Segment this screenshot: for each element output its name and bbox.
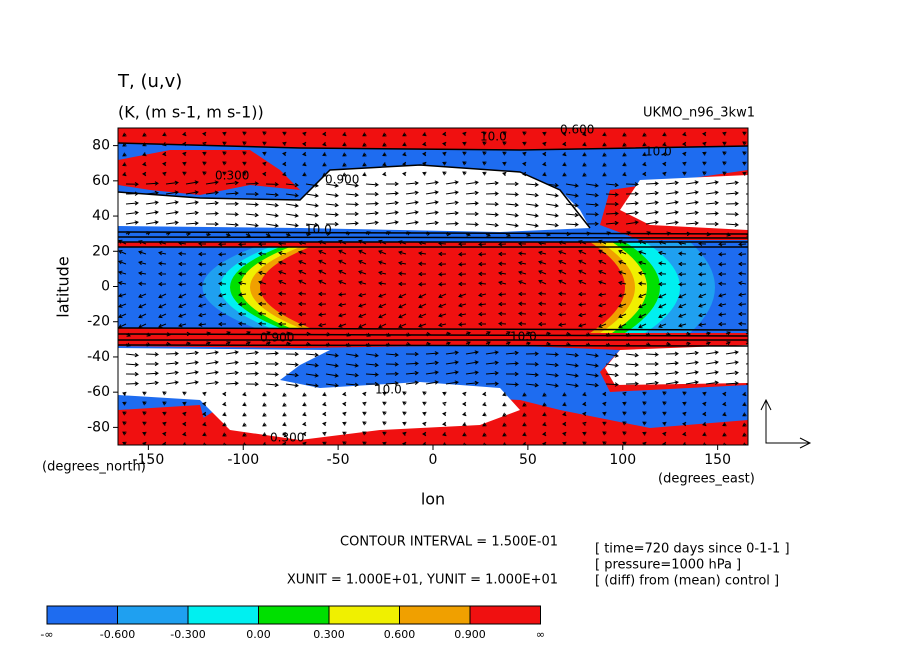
chart-subtitle: (K, (m s-1, m s-1))	[118, 103, 264, 122]
field-south-white	[118, 348, 520, 440]
field-south-red	[118, 405, 210, 445]
colorbar-label: 0.00	[246, 628, 271, 641]
colorbar-label: 0.900	[454, 628, 486, 641]
info: [ time=720 days since 0-1-1 ]	[595, 542, 790, 557]
contour-label: 0.300	[270, 431, 304, 445]
contour-field	[118, 128, 748, 445]
y-tick-label: -20	[87, 314, 110, 330]
x-axis-label: lon	[421, 490, 445, 509]
contour-label: 10.0	[645, 145, 672, 159]
y-tick-label: 80	[92, 138, 110, 154]
field-east-blue	[690, 242, 748, 333]
contour-label: 0.900	[260, 331, 294, 345]
field-ne-white	[620, 175, 748, 230]
contour-label: 10.0	[375, 383, 402, 397]
x-tick-label: -150	[132, 452, 164, 468]
colorbar-label: ∞	[536, 628, 545, 641]
note: XUNIT = 1.000E+01, YUNIT = 1.000E+01	[287, 573, 558, 588]
axes: -150 -100 -50 0 50 100 150 -80 -60 -40 -20 0 20 40 60 8…	[87, 138, 731, 468]
y-tick-label: 0	[101, 279, 110, 295]
contour-line	[118, 327, 748, 347]
colorbar-swatch	[258, 605, 330, 625]
contour-label: 10.0	[510, 330, 537, 344]
x-unit: (degrees_east)	[658, 472, 755, 487]
chart-title: T, (u,v)	[117, 71, 182, 92]
colorbar-swatch	[399, 605, 471, 625]
info: [ pressure=1000 hPa ]	[595, 558, 741, 573]
colorbar-label: -0.300	[170, 628, 205, 641]
x-tick-label: 100	[609, 452, 636, 468]
x-tick-label: -50	[327, 452, 350, 468]
colorbar-swatch	[46, 605, 118, 625]
contour-label: 10.0	[480, 130, 507, 144]
x-tick-label: 150	[704, 452, 731, 468]
contour-label: 0.300	[215, 169, 249, 183]
contour-label: 10.0	[305, 223, 332, 237]
y-tick-label: 40	[92, 208, 110, 224]
colorbar-label: 0.300	[313, 628, 345, 641]
y-tick-label: -40	[87, 349, 110, 365]
y-tick-label: -60	[87, 384, 110, 400]
colorbar: -∞ -0.600 -0.300 0.00 0.300 0.600 0.900 ∞	[40, 605, 545, 641]
contour-lines	[118, 142, 748, 347]
wind-vectors	[118, 131, 748, 445]
field-se-white	[605, 345, 748, 385]
y-tick-label: 20	[92, 243, 110, 259]
note: CONTOUR INTERVAL = 1.500E-01	[340, 535, 558, 550]
field-west-blue	[118, 247, 255, 328]
contour-label: 0.600	[560, 123, 594, 137]
colorbar-swatch	[469, 605, 541, 625]
contour-label: 0.900	[325, 173, 359, 187]
contour-line	[118, 231, 748, 248]
run-label: UKMO_n96_3kw1	[643, 106, 755, 121]
y-tick-label: 60	[92, 173, 110, 189]
colorbar-label: -0.600	[100, 628, 135, 641]
colorbar-swatch	[328, 605, 400, 625]
colorbar-swatch	[187, 605, 259, 625]
contour-line	[118, 142, 748, 229]
x-tick-label: -100	[227, 452, 259, 468]
x-tick-label: 0	[429, 452, 438, 468]
x-tick-label: 50	[519, 452, 537, 468]
colorbar-label: -∞	[40, 628, 53, 641]
colorbar-label: 0.600	[384, 628, 416, 641]
info: [ (diff) from (mean) control ]	[595, 574, 779, 589]
colorbar-swatch	[117, 605, 189, 625]
y-tick-label: -80	[87, 419, 110, 435]
y-unit: (degrees_north)	[42, 460, 146, 475]
y-axis-label: latitude	[54, 256, 73, 317]
reference-vector	[760, 398, 812, 449]
